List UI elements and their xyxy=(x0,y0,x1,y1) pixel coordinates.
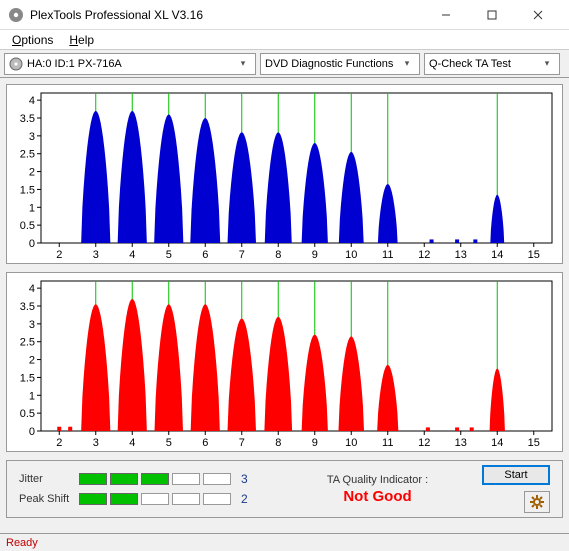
chart-bottom: 0 0.5 1 1.5 2 2.5 3 3.5 4 2 3 4 5 6 7 8 9 10 11 12 13 14 15 xyxy=(7,273,562,451)
indicator-label: TA Quality Indicator : xyxy=(279,474,476,486)
svg-text:2.5: 2.5 xyxy=(20,149,35,161)
svg-text:4: 4 xyxy=(29,95,35,107)
svg-text:0.5: 0.5 xyxy=(20,220,35,232)
svg-text:4: 4 xyxy=(129,249,135,261)
menu-options[interactable]: Options xyxy=(6,31,59,49)
disc-icon xyxy=(9,57,23,71)
svg-text:15: 15 xyxy=(528,249,540,261)
peakshift-value: 2 xyxy=(241,492,248,506)
svg-text:13: 13 xyxy=(455,249,467,261)
settings-button[interactable] xyxy=(524,491,550,513)
status-text: Ready xyxy=(6,537,38,549)
svg-text:0: 0 xyxy=(29,426,35,438)
jitter-label: Jitter xyxy=(19,473,79,485)
window-title: PlexTools Professional XL V3.16 xyxy=(30,8,423,22)
chart-bottom-panel: 0 0.5 1 1.5 2 2.5 3 3.5 4 2 3 4 5 6 7 8 9 10 11 12 13 14 15 xyxy=(6,272,563,452)
svg-text:1.5: 1.5 xyxy=(20,184,35,196)
function-dropdown-text: DVD Diagnostic Functions xyxy=(265,58,399,70)
svg-text:8: 8 xyxy=(275,249,281,261)
function-dropdown[interactable]: DVD Diagnostic Functions ▾ xyxy=(260,53,420,75)
svg-text:7: 7 xyxy=(239,249,245,261)
meter-segment xyxy=(141,473,169,485)
svg-text:2.5: 2.5 xyxy=(20,337,35,349)
svg-text:2: 2 xyxy=(56,437,62,449)
meter-segment xyxy=(172,493,200,505)
indicator-value: Not Good xyxy=(279,488,476,505)
svg-text:5: 5 xyxy=(166,437,172,449)
svg-text:1.5: 1.5 xyxy=(20,372,35,384)
chevron-down-icon: ▾ xyxy=(235,58,251,69)
svg-text:6: 6 xyxy=(202,437,208,449)
svg-text:7: 7 xyxy=(239,437,245,449)
meter-segment xyxy=(203,473,231,485)
chevron-down-icon: ▾ xyxy=(399,58,415,69)
svg-text:2: 2 xyxy=(29,355,35,367)
gear-icon xyxy=(530,495,544,509)
svg-text:3: 3 xyxy=(93,437,99,449)
test-dropdown[interactable]: Q-Check TA Test ▾ xyxy=(424,53,560,75)
chevron-down-icon: ▾ xyxy=(539,58,555,69)
peakshift-label: Peak Shift xyxy=(19,493,79,505)
jitter-value: 3 xyxy=(241,472,248,486)
test-dropdown-text: Q-Check TA Test xyxy=(429,58,539,70)
svg-text:11: 11 xyxy=(382,437,393,449)
svg-text:3: 3 xyxy=(29,319,35,331)
svg-text:9: 9 xyxy=(312,249,318,261)
svg-text:10: 10 xyxy=(345,437,357,449)
svg-text:9: 9 xyxy=(312,437,318,449)
svg-text:14: 14 xyxy=(491,249,503,261)
svg-text:11: 11 xyxy=(382,249,393,261)
meter-segment xyxy=(141,493,169,505)
svg-text:3.5: 3.5 xyxy=(20,113,35,125)
app-icon xyxy=(8,7,24,23)
svg-text:13: 13 xyxy=(455,437,467,449)
meter-segment xyxy=(110,473,138,485)
svg-text:0.5: 0.5 xyxy=(20,408,35,420)
jitter-meter: Jitter 3 xyxy=(19,469,279,489)
svg-text:14: 14 xyxy=(491,437,503,449)
chart-top: 0 0.5 1 1.5 2 2.5 3 3.5 4 2 3 4 5 6 7 8 9 10 11 12 13 14 15 xyxy=(7,85,562,263)
meter-segment xyxy=(79,473,107,485)
svg-text:2: 2 xyxy=(56,249,62,261)
svg-text:1: 1 xyxy=(29,202,35,214)
start-button[interactable]: Start xyxy=(482,465,550,485)
statusbar: Ready xyxy=(0,533,569,551)
svg-text:3.5: 3.5 xyxy=(20,301,35,313)
svg-text:6: 6 xyxy=(202,249,208,261)
meter-segment xyxy=(172,473,200,485)
chart-top-panel: 0 0.5 1 1.5 2 2.5 3 3.5 4 2 3 4 5 6 7 8 9 10 11 12 13 14 15 xyxy=(6,84,563,264)
svg-text:8: 8 xyxy=(275,437,281,449)
device-dropdown[interactable]: HA:0 ID:1 PX-716A ▾ xyxy=(4,53,256,75)
svg-text:12: 12 xyxy=(418,437,430,449)
svg-text:15: 15 xyxy=(528,437,540,449)
toolbar: HA:0 ID:1 PX-716A ▾ DVD Diagnostic Funct… xyxy=(0,50,569,78)
svg-text:10: 10 xyxy=(345,249,357,261)
svg-text:4: 4 xyxy=(29,283,35,295)
svg-text:5: 5 xyxy=(166,249,172,261)
titlebar[interactable]: PlexTools Professional XL V3.16 xyxy=(0,0,569,30)
meter-segment xyxy=(110,493,138,505)
peakshift-meter: Peak Shift 2 xyxy=(19,489,279,509)
meter-segment xyxy=(79,493,107,505)
minimize-button[interactable] xyxy=(423,0,469,30)
svg-text:12: 12 xyxy=(418,249,430,261)
svg-text:2: 2 xyxy=(29,167,35,179)
menu-help[interactable]: Help xyxy=(63,31,100,49)
svg-text:1: 1 xyxy=(29,390,35,402)
device-dropdown-text: HA:0 ID:1 PX-716A xyxy=(27,58,235,70)
quality-panel: Jitter 3 Peak Shift 2 TA Quality Indicat… xyxy=(6,460,563,518)
meter-segment xyxy=(203,493,231,505)
content-area: 00.511.522.533.5423456789101112131415 00… xyxy=(0,78,569,524)
svg-text:0: 0 xyxy=(29,238,35,250)
svg-text:4: 4 xyxy=(129,437,135,449)
svg-text:3: 3 xyxy=(29,131,35,143)
menubar: Options Help xyxy=(0,30,569,50)
maximize-button[interactable] xyxy=(469,0,515,30)
svg-text:3: 3 xyxy=(93,249,99,261)
close-button[interactable] xyxy=(515,0,561,30)
